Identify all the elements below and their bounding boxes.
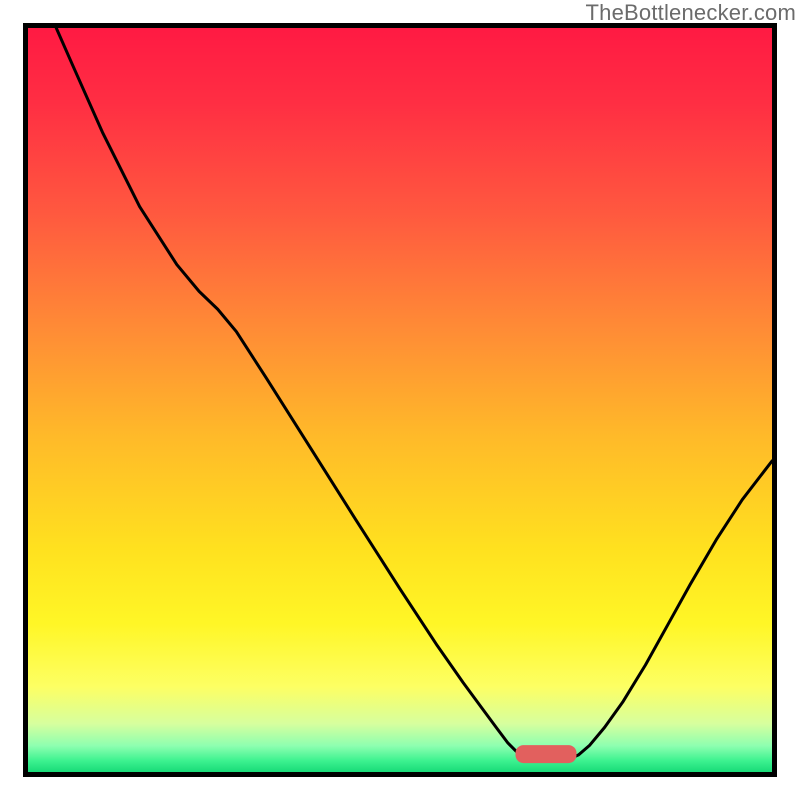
optimal-marker bbox=[515, 745, 576, 763]
plot-svg bbox=[28, 28, 772, 772]
gradient-fill-rect bbox=[28, 28, 772, 772]
plot-area bbox=[28, 28, 772, 772]
